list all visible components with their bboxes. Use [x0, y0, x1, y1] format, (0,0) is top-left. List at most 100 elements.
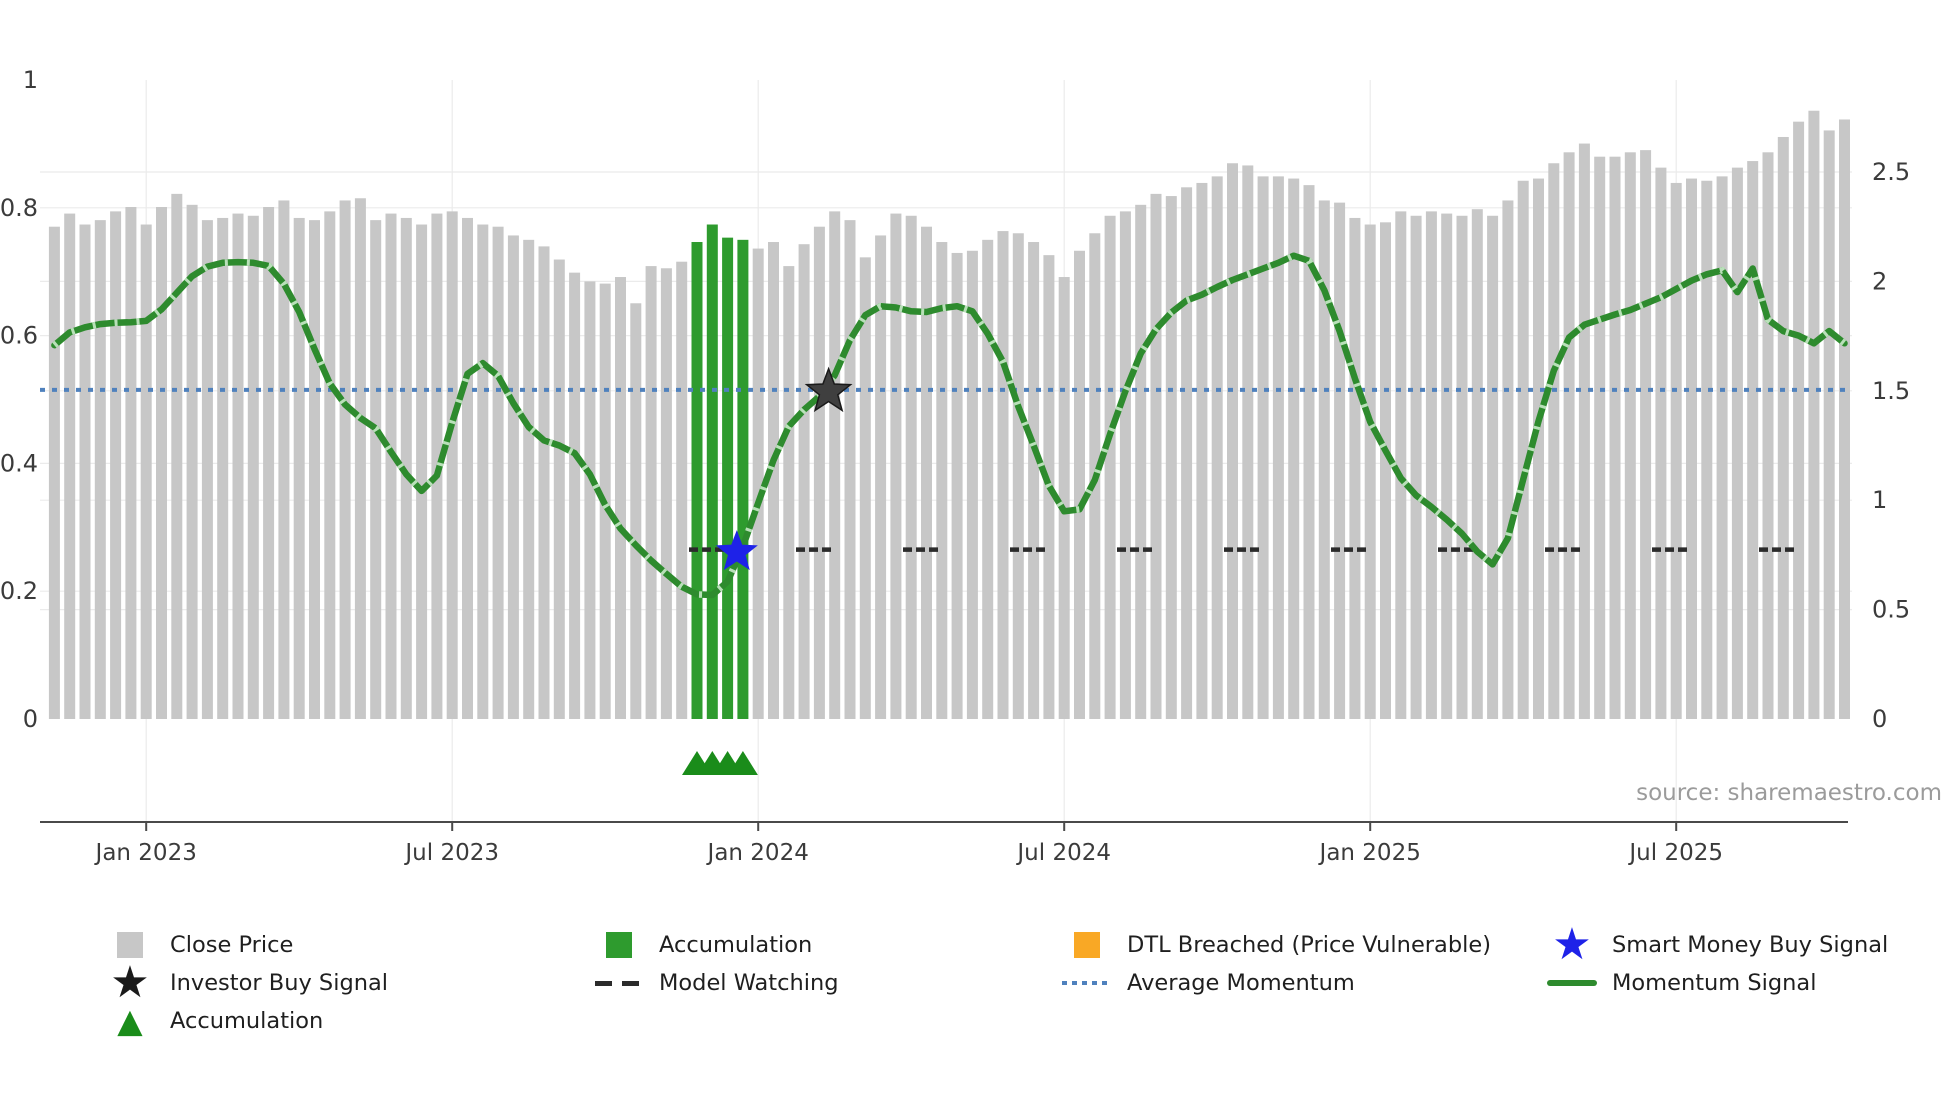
- close-price-bar: [1257, 176, 1269, 720]
- close-price-bar: [1135, 204, 1147, 719]
- right-axis-label: 0.5: [1872, 596, 1910, 624]
- close-price-bar: [752, 248, 764, 719]
- close-price-bar: [110, 211, 122, 719]
- close-price-bar: [324, 211, 336, 719]
- close-price-bar: [263, 207, 275, 719]
- x-axis-label: Jan 2025: [1318, 840, 1421, 866]
- close-price-bar: [1839, 119, 1850, 720]
- close-price-bar: [1731, 167, 1743, 719]
- close-price-bar: [1533, 178, 1544, 720]
- close-price-bar: [385, 213, 397, 719]
- accumulation-bar: [706, 224, 718, 719]
- left-axis-label: 0.6: [0, 322, 38, 350]
- close-price-bar: [936, 242, 948, 720]
- close-price-bar: [660, 268, 672, 719]
- investor-buy-signal-star: [804, 366, 853, 413]
- right-axis-label: 1: [1872, 486, 1887, 514]
- close-price-bar: [416, 224, 428, 719]
- close-price-bar: [370, 220, 382, 720]
- close-price-bar: [278, 200, 290, 720]
- accumulation-bar: [722, 237, 734, 719]
- close-price-bar: [768, 242, 779, 720]
- close-price-bar: [462, 217, 473, 719]
- x-axis-label: Jan 2024: [706, 840, 809, 866]
- close-price-bar: [400, 217, 412, 719]
- close-price-bar: [844, 220, 856, 720]
- close-price-bar: [1517, 180, 1529, 719]
- close-price-bar: [140, 224, 152, 719]
- x-axis-label: Jul 2024: [1015, 840, 1111, 866]
- close-price-bar: [676, 261, 688, 719]
- x-axis-label: Jul 2023: [403, 840, 499, 866]
- close-price-bar: [354, 198, 366, 720]
- close-price-bar: [48, 226, 60, 719]
- close-price-bar: [1808, 110, 1820, 719]
- close-price-bar: [905, 215, 917, 719]
- close-price-bar: [477, 224, 489, 719]
- close-price-bar: [125, 207, 137, 719]
- close-price-bar: [1334, 202, 1346, 719]
- right-axis-label: 0: [1872, 705, 1887, 733]
- close-price-bar: [201, 220, 213, 720]
- left-axis-label: 0.8: [0, 194, 38, 222]
- close-price-bar: [1395, 211, 1407, 719]
- close-price-bar: [446, 211, 458, 719]
- close-price-bar: [859, 257, 871, 719]
- close-price-bar: [890, 213, 902, 719]
- close-price-bar: [966, 250, 978, 719]
- close-price-bar: [645, 266, 657, 719]
- close-price-bar: [1471, 209, 1483, 720]
- close-price-bar: [1410, 215, 1422, 719]
- close-price-bar: [1074, 250, 1085, 719]
- close-price-bar: [1456, 215, 1468, 719]
- close-price-bar: [1823, 130, 1835, 720]
- close-price-bar: [1686, 178, 1697, 720]
- close-price-bar: [1227, 163, 1238, 720]
- close-price-bar: [1548, 163, 1560, 720]
- close-price-bar: [1318, 200, 1330, 720]
- close-price-bar: [1211, 176, 1223, 720]
- close-price-bar: [1578, 143, 1590, 719]
- close-price-bar: [523, 239, 535, 719]
- close-price-bar: [1349, 217, 1361, 719]
- close-price-bar: [1624, 152, 1636, 720]
- close-price-bar: [293, 217, 305, 719]
- close-price-bar: [507, 235, 519, 719]
- close-price-bar: [1058, 277, 1070, 719]
- accumulation-bar: [737, 239, 749, 719]
- close-price-bar: [798, 244, 810, 720]
- close-price-bar: [1793, 121, 1805, 719]
- close-price-bar: [79, 224, 91, 719]
- close-price-bar: [921, 226, 932, 719]
- close-price-bar: [217, 217, 229, 719]
- close-price-bar: [492, 226, 504, 719]
- left-axis-label: 0: [23, 705, 38, 733]
- close-price-bar: [1028, 242, 1040, 720]
- close-price-bar: [186, 204, 198, 719]
- close-price-bar: [538, 246, 550, 719]
- x-axis-label: Jul 2025: [1627, 840, 1723, 866]
- close-price-bar: [1303, 185, 1315, 720]
- close-price-bar: [1747, 161, 1759, 719]
- close-price-bar: [813, 226, 825, 719]
- right-axis-label: 2.5: [1872, 158, 1910, 186]
- close-price-bar: [584, 281, 596, 719]
- source-note: source: sharemaestro.com: [1636, 780, 1942, 806]
- close-price-bar: [232, 213, 244, 719]
- close-price-bar: [1655, 167, 1667, 719]
- x-axis-label: Jan 2023: [94, 840, 197, 866]
- close-price-bar: [94, 220, 106, 720]
- close-price-bar: [1762, 152, 1774, 720]
- close-price-bar: [1196, 182, 1208, 719]
- close-price-bar: [829, 211, 841, 719]
- close-price-bar: [1777, 136, 1789, 719]
- close-price-bar: [339, 200, 351, 720]
- close-price-bar: [64, 213, 76, 719]
- smart-money-buy-signal-star: [715, 530, 758, 571]
- close-price-bar: [1701, 180, 1713, 719]
- close-price-bar: [569, 272, 581, 719]
- close-price-bar: [1609, 156, 1621, 719]
- close-price-bar: [156, 207, 167, 719]
